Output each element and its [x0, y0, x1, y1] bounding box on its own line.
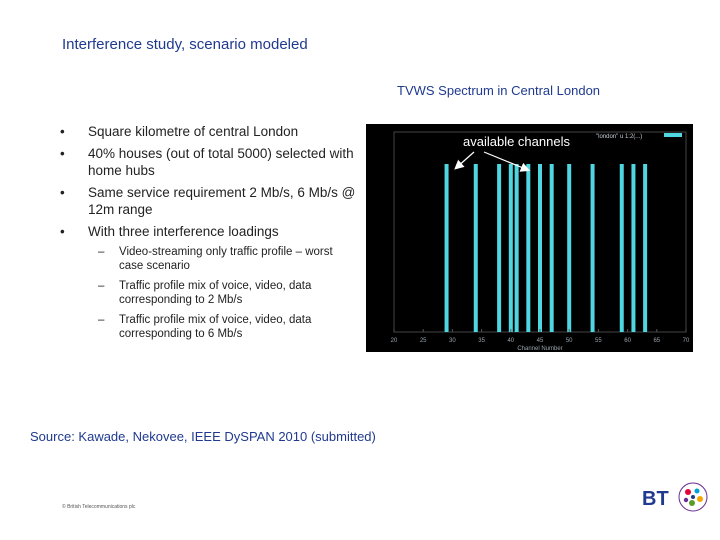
x-tick-label: 35 — [478, 338, 485, 344]
x-tick-label: 70 — [683, 338, 690, 344]
channel-bar — [497, 164, 502, 332]
x-tick-label: 25 — [420, 338, 427, 344]
channel-bar — [567, 164, 572, 332]
bt-globe-icon — [678, 482, 708, 512]
sub-bullet-item: – Traffic profile mix of voice, video, d… — [60, 313, 360, 341]
source-citation: Source: Kawade, Nekovee, IEEE DySPAN 201… — [30, 429, 376, 444]
bullet-item: • Same service requirement 2 Mb/s, 6 Mb/… — [60, 184, 360, 218]
bullet-list: • Square kilometre of central London • 4… — [60, 123, 360, 347]
sub-bullet-item: – Traffic profile mix of voice, video, d… — [60, 279, 360, 307]
annotation-arrow — [454, 151, 475, 170]
spectrum-chart: 20 25 30 35 40 45 50 55 60 65 70 Channel Number "l… — [366, 124, 693, 352]
sub-bullet-dash: – — [98, 280, 105, 292]
x-tick-label: 65 — [653, 338, 660, 344]
channel-bar — [643, 164, 648, 332]
channel-bar — [473, 164, 478, 332]
x-tick-label: 40 — [507, 338, 514, 344]
sub-bullet-dash: – — [98, 314, 105, 326]
bullet-text: 40% houses (out of total 5000) selected … — [88, 146, 354, 178]
channel-bar — [444, 164, 449, 332]
sub-bullet-text: Traffic profile mix of voice, video, dat… — [119, 314, 312, 340]
bullet-item: • With three interference loadings — [60, 223, 360, 240]
sub-bullet-list: – Video-streaming only traffic profile –… — [60, 245, 360, 341]
chart-title: TVWS Spectrum in Central London — [397, 83, 601, 98]
page-title: Interference study, scenario modeled — [62, 36, 308, 53]
x-tick-label: 55 — [595, 338, 602, 344]
bar-group — [444, 164, 648, 332]
copyright-text: © British Telecommunications plc — [62, 504, 136, 510]
logo-text: BT — [642, 488, 669, 510]
x-tick-label: 20 — [391, 338, 398, 344]
channel-bar — [508, 164, 513, 332]
legend-swatch — [664, 133, 682, 137]
x-tick-label: 30 — [449, 338, 456, 344]
bullet-text: With three interference loadings — [88, 224, 279, 239]
chart-annotation: available channels — [463, 134, 570, 149]
bullet-text: Square kilometre of central London — [88, 124, 299, 139]
channel-bar — [526, 164, 531, 332]
sub-bullet-dash: – — [98, 246, 105, 258]
bullet-text: Same service requirement 2 Mb/s, 6 Mb/s … — [88, 185, 356, 217]
bt-logo: BT — [642, 482, 708, 512]
channel-bar — [549, 164, 554, 332]
bullet-dot: • — [60, 124, 65, 139]
bullet-dot: • — [60, 224, 65, 239]
x-axis-label: Channel Number — [517, 346, 562, 352]
channel-bar — [514, 164, 519, 332]
channel-bar — [619, 164, 624, 332]
x-tick-label: 60 — [624, 338, 631, 344]
bullet-item: • Square kilometre of central London — [60, 123, 360, 140]
annotation-arrow — [483, 151, 531, 172]
legend-label: "london" u 1:2(...) — [596, 134, 642, 140]
x-tick-label: 50 — [566, 338, 573, 344]
channel-bar — [590, 164, 595, 332]
sub-bullet-item: – Video-streaming only traffic profile –… — [60, 245, 360, 273]
sub-bullet-text: Traffic profile mix of voice, video, dat… — [119, 280, 312, 306]
x-tick-group: 20 25 30 35 40 45 50 55 60 65 70 — [391, 329, 690, 344]
channel-bar — [631, 164, 636, 332]
bullet-dot: • — [60, 185, 65, 200]
bullet-dot: • — [60, 146, 65, 161]
bullet-item: • 40% houses (out of total 5000) selecte… — [60, 145, 360, 179]
sub-bullet-text: Video-streaming only traffic profile – w… — [119, 246, 333, 272]
x-tick-label: 45 — [537, 338, 544, 344]
channel-bar — [538, 164, 542, 332]
